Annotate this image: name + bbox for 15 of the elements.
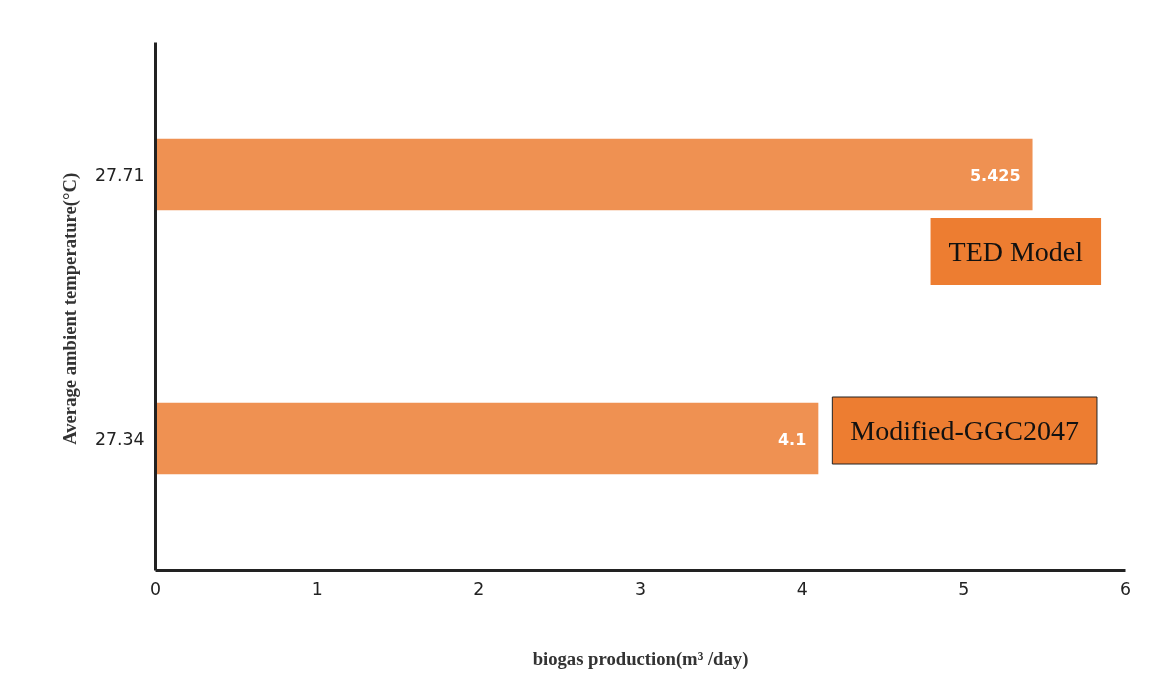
y-tick-label: 27.71 — [94, 165, 145, 185]
x-tick-label: 0 — [149, 578, 162, 599]
annotation: Modified-GGC2047 — [850, 415, 1079, 446]
annotation: TED Model — [948, 236, 1084, 267]
x-tick-label: 2 — [473, 578, 485, 599]
data-label: 4.1 — [777, 429, 807, 449]
y-tick-label: 27.34 — [94, 429, 145, 449]
x-tick-label: 1 — [311, 578, 323, 599]
x-tick-label: 4 — [796, 578, 808, 599]
x-tick-label: 3 — [634, 578, 647, 599]
x-tick-label: 5 — [958, 578, 970, 599]
x-tick-label: 6 — [1119, 578, 1132, 599]
data-label: 5.425 — [969, 165, 1021, 185]
x-axis-title: biogas production(m³ /day) — [532, 647, 749, 670]
y-axis-title: Average ambient temperature(°C) — [58, 172, 81, 445]
